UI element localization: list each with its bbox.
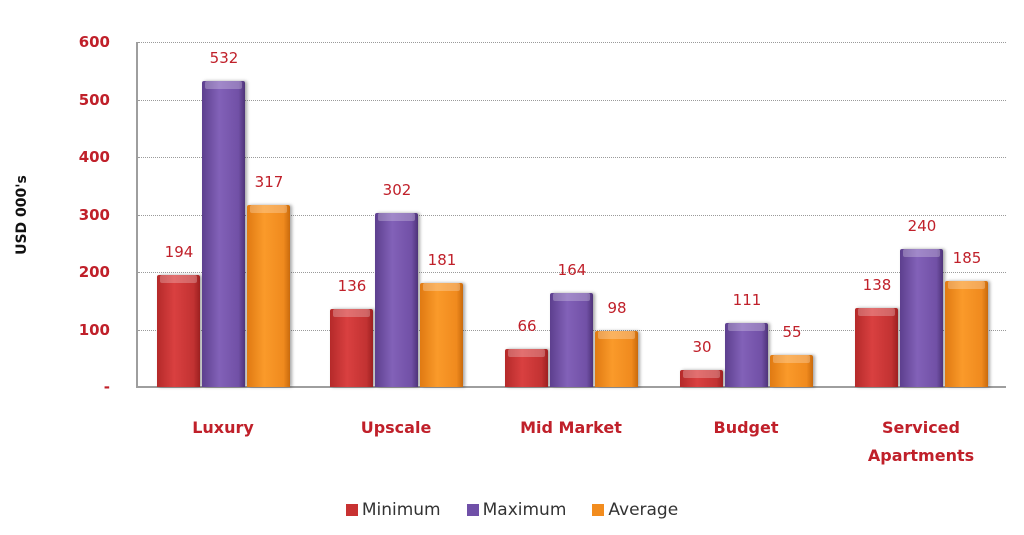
data-label: 181 xyxy=(427,250,457,269)
legend-swatch-icon xyxy=(345,504,358,516)
bar-average xyxy=(419,282,463,387)
bar-maximum xyxy=(724,323,768,387)
bar-maximum xyxy=(201,81,245,387)
bar-minimum xyxy=(329,308,373,387)
bar-average xyxy=(594,330,638,387)
data-label: 317 xyxy=(254,172,284,191)
legend-label: Maximum xyxy=(482,500,567,520)
data-label: 66 xyxy=(517,317,537,336)
legend: Minimum Maximum Average xyxy=(0,500,1024,520)
legend-label: Average xyxy=(608,500,679,520)
y-tick-label: 600 xyxy=(78,33,110,51)
bar-maximum xyxy=(549,292,593,387)
legend-item-minimum: Minimum xyxy=(345,500,441,520)
legend-swatch-icon xyxy=(466,504,479,516)
category-label: Serviced Apartments xyxy=(867,418,975,465)
y-axis-line xyxy=(136,42,138,388)
data-label: 194 xyxy=(164,243,194,262)
category-label: Luxury xyxy=(192,418,254,437)
y-axis-title: USD 000's xyxy=(14,175,30,255)
bar-minimum xyxy=(156,275,200,387)
data-label: 98 xyxy=(607,298,627,317)
gridline xyxy=(138,99,1006,101)
legend-label: Minimum xyxy=(361,500,441,520)
data-label: 30 xyxy=(692,337,712,356)
bar-average xyxy=(769,355,813,387)
bar-minimum xyxy=(679,369,723,387)
bar-average xyxy=(944,280,988,387)
category-label: Upscale xyxy=(360,418,432,437)
category-label: Mid Market xyxy=(520,418,622,437)
y-tick-label: 200 xyxy=(78,263,110,281)
gridline xyxy=(138,42,1006,43)
legend-item-maximum: Maximum xyxy=(466,500,567,520)
bar-minimum xyxy=(504,349,548,387)
data-label: 136 xyxy=(337,276,367,295)
data-label: 302 xyxy=(382,181,412,200)
legend-swatch-icon xyxy=(592,504,605,516)
data-label: 55 xyxy=(782,323,802,342)
y-tick-label: 100 xyxy=(78,320,110,339)
legend-item-average: Average xyxy=(592,500,678,520)
data-label: 532 xyxy=(209,49,239,68)
gridline xyxy=(138,157,1006,158)
gridline xyxy=(138,214,1006,216)
data-label: 240 xyxy=(907,217,937,235)
y-tick-label: 500 xyxy=(78,90,110,109)
gridline xyxy=(138,272,1006,273)
bar-average xyxy=(246,204,290,387)
bar-minimum xyxy=(854,307,898,387)
data-label: 138 xyxy=(862,275,892,294)
data-label: 111 xyxy=(732,291,762,310)
bar-maximum xyxy=(899,249,943,387)
y-tick-label: 300 xyxy=(78,205,110,224)
y-tick-label: - xyxy=(103,378,110,396)
data-label: 185 xyxy=(952,248,982,267)
y-tick-label: 400 xyxy=(78,148,110,166)
x-axis-line xyxy=(136,386,1006,388)
bar-maximum xyxy=(374,213,418,387)
category-label: Budget xyxy=(713,418,779,437)
data-label: 164 xyxy=(557,260,587,279)
